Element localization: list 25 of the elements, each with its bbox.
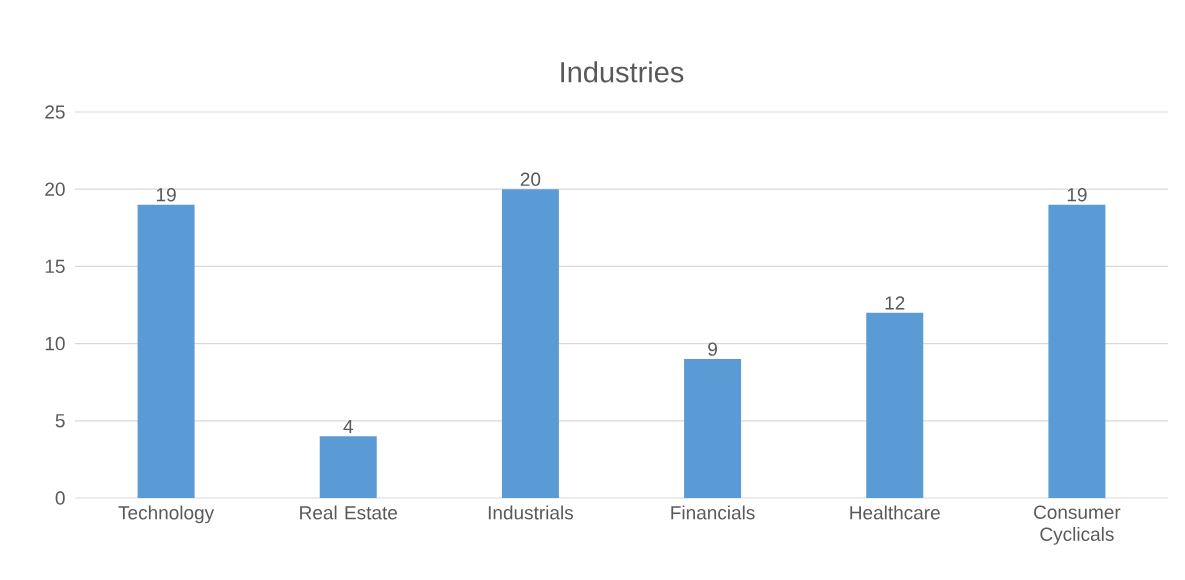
- x-tick-label: Healthcare: [850, 505, 940, 520]
- y-tick-label: 0: [55, 491, 65, 505]
- bar: [1048, 204, 1106, 498]
- x-tick-label: Consumer Cyclicals: [1034, 505, 1121, 545]
- x-tick-label: Industrials: [488, 505, 574, 520]
- y-tick-label: 10: [45, 336, 65, 351]
- y-tick-label: 20: [45, 182, 65, 196]
- y-tick-label: 5: [55, 414, 65, 428]
- bar: [501, 189, 559, 498]
- data-label: 20: [520, 172, 541, 186]
- x-tick-label: Financials: [671, 505, 755, 520]
- bar: [866, 312, 924, 498]
- y-tick-label: 25: [45, 105, 65, 119]
- data-label: 4: [343, 419, 353, 434]
- data-label: 19: [1067, 187, 1087, 202]
- bar: [319, 436, 377, 498]
- bar: [684, 359, 742, 498]
- data-label: 9: [708, 342, 717, 356]
- y-tick-label: 15: [45, 259, 65, 274]
- bar: [137, 204, 195, 498]
- chart-title: Industries: [561, 61, 684, 83]
- x-tick-label: Technology: [118, 505, 215, 524]
- x-tick-label: Real Estate: [300, 505, 398, 520]
- data-label: 19: [156, 187, 176, 202]
- data-label: 12: [885, 296, 905, 310]
